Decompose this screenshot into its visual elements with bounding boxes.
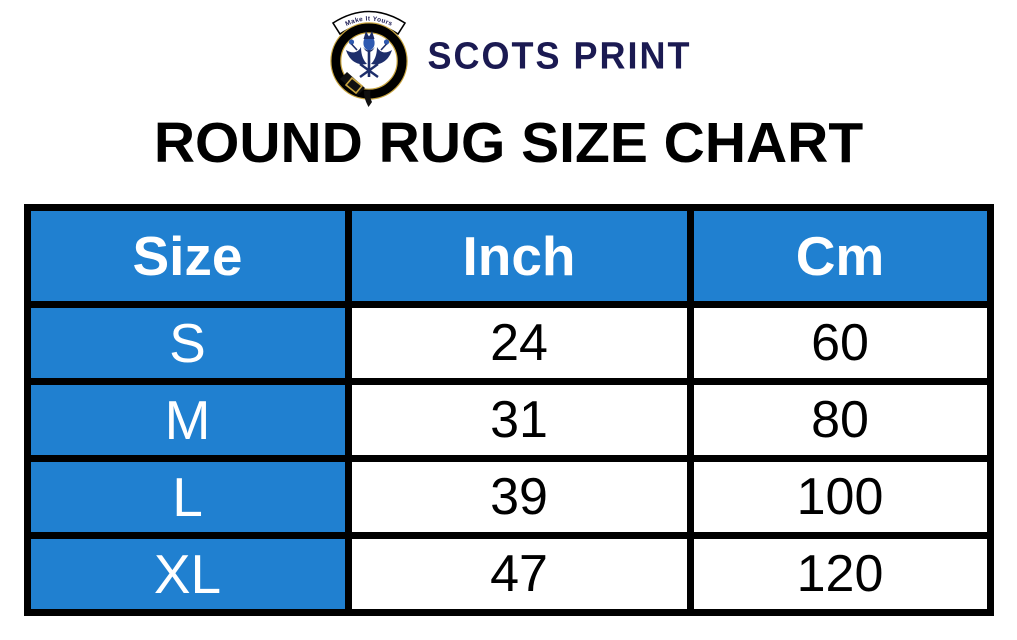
size-cell: L (23, 454, 352, 539)
belt-buckle (340, 72, 373, 107)
column-header-size: Size (23, 203, 352, 308)
column-header-cm: Cm (686, 203, 994, 308)
size-cell: M (23, 377, 352, 462)
page-title: ROUND RUG SIZE CHART (153, 111, 864, 175)
brand-name: SCOTS PRINT (427, 33, 692, 77)
inch-cell: 24 (344, 300, 694, 385)
cm-cell: 100 (686, 454, 994, 539)
table-row: XL 47 120 (23, 531, 994, 616)
table-header-row: Size Inch Cm (23, 203, 994, 308)
table-row: M 31 80 (23, 377, 994, 462)
cm-cell: 120 (686, 531, 994, 616)
thistle-emblem (346, 31, 393, 78)
size-cell: XL (23, 531, 352, 616)
cm-cell: 60 (686, 300, 994, 385)
table-row: L 39 100 (23, 454, 994, 539)
brand-header: Make It Yours (0, 0, 1017, 107)
inch-cell: 39 (344, 454, 694, 539)
cm-cell: 80 (686, 377, 994, 462)
inch-cell: 47 (344, 531, 694, 616)
column-header-inch: Inch (344, 203, 694, 308)
size-cell: S (23, 300, 352, 385)
inch-cell: 31 (344, 377, 694, 462)
size-chart-table: Size Inch Cm S 24 60 M 31 80 L 39 100 (23, 203, 994, 616)
table-row: S 24 60 (23, 300, 994, 385)
thistle-crest-icon: Make It Yours (330, 10, 409, 107)
